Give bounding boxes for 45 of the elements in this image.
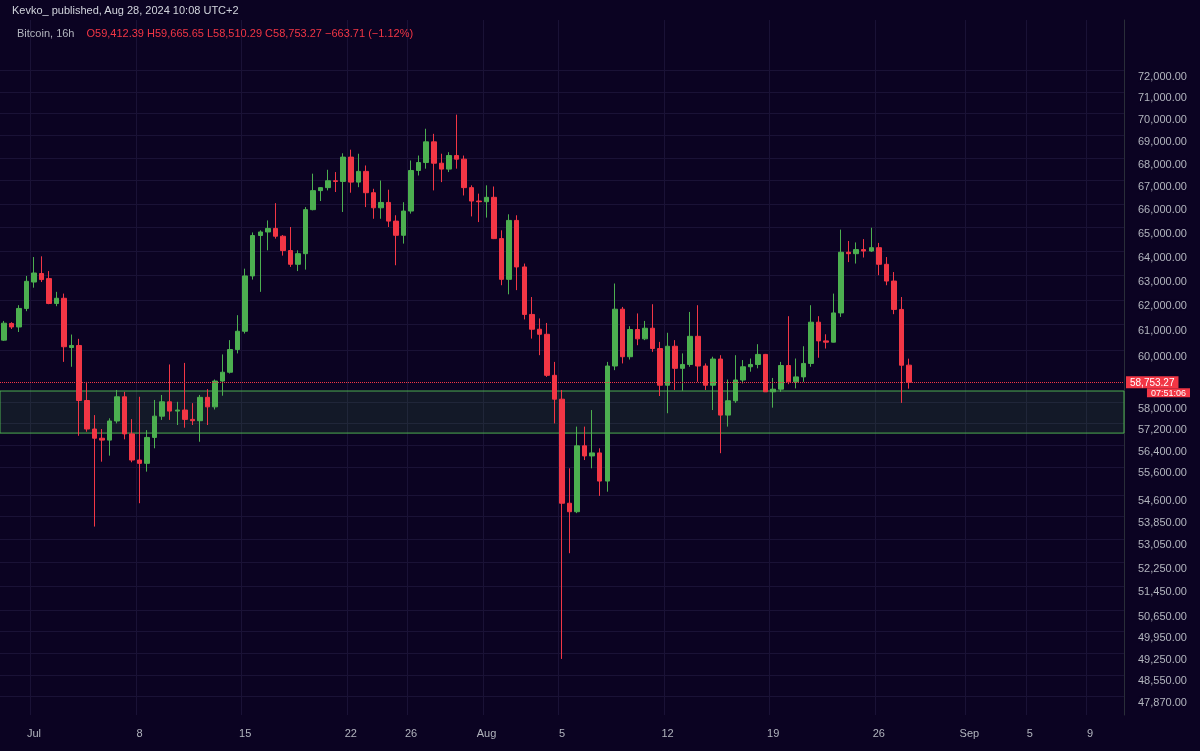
y-tick-label: 53,850.00	[1138, 515, 1187, 528]
ref-line-label: 58,753.27	[1130, 376, 1175, 388]
y-tick-label: 48,550.00	[1138, 674, 1187, 687]
x-tick-label: Aug	[476, 726, 497, 739]
x-tick-label: 5	[558, 726, 566, 739]
y-tick-label: 72,000.00	[1138, 69, 1187, 82]
y-tick-label: 49,950.00	[1138, 630, 1187, 643]
x-tick-label: 26	[405, 726, 418, 739]
y-tick-label: 56,400.00	[1138, 444, 1187, 457]
text: Bitcoin, 16h	[17, 26, 75, 39]
y-tick-label: 66,000.00	[1138, 203, 1187, 216]
y-tick-label: 53,050.00	[1138, 538, 1187, 551]
y-tick-label: 68,000.00	[1138, 157, 1187, 170]
x-tick-label: 9	[1086, 726, 1094, 739]
y-tick-label: 67,000.00	[1138, 180, 1187, 193]
x-tick-label: Jul	[26, 726, 41, 739]
y-tick-label: 55,600.00	[1138, 466, 1187, 479]
y-tick-label: 64,000.00	[1138, 250, 1187, 263]
y-tick-label: 62,000.00	[1138, 299, 1187, 312]
y-tick-label: 70,000.00	[1138, 113, 1187, 126]
y-tick-label: 51,450.00	[1138, 585, 1187, 598]
y-tick-label: 60,000.00	[1138, 349, 1187, 362]
text: Kevko_ published, Aug 28, 2024 10:08 UTC+2	[12, 3, 239, 16]
x-tick-label: 8	[136, 726, 143, 739]
x-tick-label: 19	[767, 726, 780, 739]
y-tick-label: 61,000.00	[1138, 324, 1187, 337]
y-tick-label: 50,650.00	[1138, 609, 1187, 622]
y-tick-label: 54,600.00	[1138, 494, 1187, 507]
x-tick-label: 5	[1026, 726, 1033, 739]
y-tick-label: 65,000.00	[1138, 226, 1187, 239]
y-tick-label: 57,200.00	[1138, 422, 1187, 435]
y-tick-label: 47,870.00	[1138, 696, 1187, 709]
x-tick-label: Sep	[959, 726, 980, 739]
text: 07:51:06	[1150, 387, 1187, 398]
y-tick-label: 58,000.00	[1138, 401, 1187, 414]
text: O59,412.39 H59,665.65 L58,510.29 C58,753.27 −663.71 (−1.12%)	[86, 26, 414, 39]
x-tick-label: 12	[661, 726, 674, 739]
y-tick-label: 71,000.00	[1138, 91, 1187, 104]
y-tick-label: 63,000.00	[1138, 274, 1187, 287]
y-tick-label: 69,000.00	[1138, 135, 1187, 148]
y-tick-label: 52,250.00	[1138, 561, 1187, 574]
y-tick-label: 49,250.00	[1138, 652, 1187, 665]
x-tick-label: 15	[239, 726, 252, 739]
x-tick-label: 26	[872, 726, 885, 739]
x-tick-label: 22	[344, 726, 357, 739]
